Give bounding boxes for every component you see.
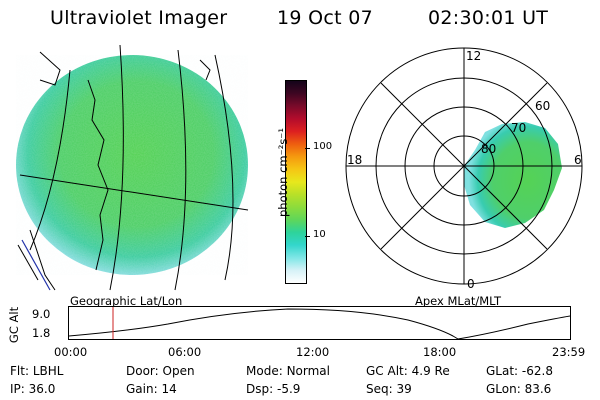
colorbar-tick-100: 100	[313, 141, 333, 152]
altitude-curve	[68, 308, 571, 340]
status-glon: GLon: 83.6	[486, 382, 552, 396]
time-tick-3: 18:00	[423, 345, 457, 359]
time-tick-0: 00:00	[54, 345, 88, 359]
status-glat: GLat: -62.8	[486, 364, 553, 378]
geographic-caption: Geographic Lat/Lon	[70, 294, 183, 308]
status-mode: Mode: Normal	[246, 364, 330, 378]
status-gc-alt: GC Alt: 4.9 Re	[366, 364, 450, 378]
colorbar-tick-mark	[305, 236, 310, 237]
altitude-ytick-high: 9.0	[32, 307, 51, 321]
observation-date: 19 Oct 07	[277, 7, 373, 29]
observation-time: 02:30:01 UT	[428, 7, 549, 29]
polar-plot: 12 0 18 6 60 70 80	[345, 47, 583, 291]
colorbar-label: photon cm⁻²s⁻¹	[276, 128, 290, 217]
altitude-ytick-low: 1.8	[32, 326, 51, 340]
altitude-axis-label: GC Alt	[7, 306, 21, 344]
mlt-label-6: 6	[574, 153, 582, 167]
colorbar-tick-mark	[305, 148, 310, 149]
apex-caption: Apex MLat/MLT	[415, 294, 502, 308]
time-tick-2: 12:00	[296, 345, 330, 359]
status-flt: Flt: LBHL	[10, 364, 64, 378]
status-gain: Gain: 14	[126, 382, 177, 396]
time-tick-4: 23:59	[552, 345, 586, 359]
colorbar	[285, 80, 307, 284]
colorbar-tick-10: 10	[313, 229, 326, 240]
mlat-label-80: 80	[481, 142, 496, 156]
status-dsp: Dsp: -5.9	[246, 382, 301, 396]
status-seq: Seq: 39	[366, 382, 412, 396]
status-ip: IP: 36.0	[10, 382, 56, 396]
geographic-image	[16, 44, 249, 291]
mlat-label-70: 70	[511, 121, 526, 135]
instrument-title: Ultraviolet Imager	[50, 7, 228, 29]
mlt-label-0: 0	[467, 277, 475, 291]
altitude-plot	[68, 306, 571, 340]
status-door: Door: Open	[126, 364, 195, 378]
mlat-label-60: 60	[535, 99, 550, 113]
mlt-label-18: 18	[347, 153, 362, 167]
mlt-label-12: 12	[466, 49, 481, 63]
colorbar-gradient	[286, 81, 306, 283]
time-tick-1: 06:00	[168, 345, 202, 359]
